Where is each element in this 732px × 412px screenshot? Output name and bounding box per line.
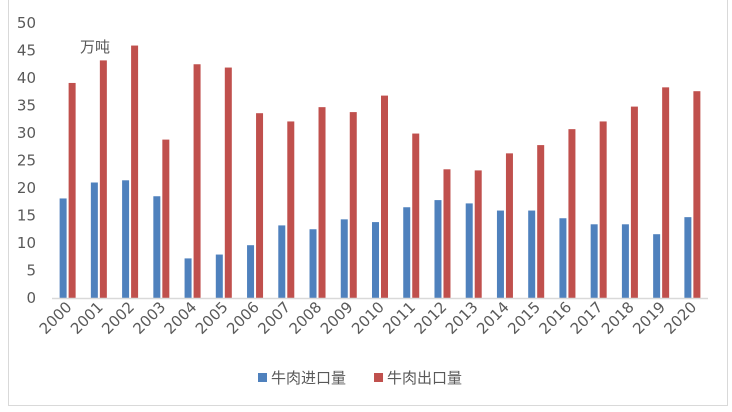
bar-import-2006 — [247, 245, 255, 298]
y-tick-label: 5 — [26, 262, 36, 280]
x-tick-label: 2003 — [129, 298, 169, 338]
x-tick-label: 2019 — [629, 298, 669, 338]
x-tick-label: 2013 — [442, 298, 482, 338]
x-tick-label: 2005 — [192, 298, 232, 338]
bar-import-2013 — [465, 203, 473, 298]
bar-export-2002 — [131, 45, 139, 298]
bar-export-2014 — [505, 153, 513, 298]
y-tick-label: 40 — [17, 69, 36, 87]
bar-export-2019 — [662, 87, 670, 298]
bar-import-2005 — [215, 254, 223, 298]
x-tick-label: 2008 — [286, 298, 326, 338]
y-tick-label: 45 — [17, 42, 36, 60]
legend-swatch — [258, 373, 267, 382]
y-tick-label: 15 — [17, 207, 36, 225]
bar-export-2015 — [537, 145, 545, 298]
y-tick-label: 30 — [17, 124, 36, 142]
bar-import-2000 — [59, 198, 67, 298]
unit-label: 万吨 — [80, 38, 110, 56]
chart-frame — [8, 0, 728, 406]
x-tick-label: 2012 — [411, 298, 451, 338]
legend-label: 牛肉出口量 — [387, 369, 462, 387]
bar-export-2005 — [224, 67, 232, 298]
y-tick-label: 20 — [17, 179, 36, 197]
x-tick-label: 2017 — [567, 298, 607, 338]
x-tick-label: 2011 — [379, 298, 419, 338]
y-tick-label: 35 — [17, 97, 36, 115]
bar-import-2015 — [528, 210, 536, 298]
bar-import-2008 — [309, 229, 317, 298]
bar-export-2010 — [381, 95, 388, 298]
x-tick-label: 2004 — [161, 298, 201, 338]
legend-label: 牛肉进口量 — [271, 369, 346, 387]
bar-import-2014 — [496, 210, 504, 298]
bar-export-2007 — [287, 121, 295, 298]
bar-export-2004 — [193, 64, 201, 298]
bar-import-2011 — [403, 207, 411, 298]
x-tick-label: 2018 — [598, 298, 638, 338]
bar-export-2011 — [412, 133, 420, 298]
bar-export-2008 — [318, 107, 326, 299]
bar-import-2002 — [122, 180, 130, 298]
x-tick-label: 2020 — [660, 298, 700, 338]
y-tick-label: 10 — [17, 234, 36, 252]
bar-export-2006 — [256, 113, 264, 298]
x-tick-label: 2007 — [254, 298, 294, 338]
bar-import-2009 — [340, 219, 348, 298]
bar-import-2010 — [372, 222, 379, 298]
bar-import-2001 — [90, 182, 98, 298]
y-tick-label: 50 — [17, 14, 36, 32]
bar-export-2012 — [443, 169, 451, 298]
bar-export-2016 — [568, 129, 576, 298]
bar-export-2009 — [349, 112, 357, 298]
bar-export-2013 — [474, 170, 482, 298]
bar-import-2018 — [621, 224, 629, 298]
bar-export-2017 — [599, 121, 607, 298]
x-tick-label: 2009 — [317, 298, 357, 338]
x-tick-label: 2006 — [223, 298, 263, 338]
x-tick-label: 2000 — [36, 298, 76, 338]
bar-import-2017 — [590, 224, 598, 298]
bar-import-2004 — [184, 258, 192, 298]
x-tick-label: 2016 — [536, 298, 576, 338]
x-tick-label: 2014 — [473, 298, 513, 338]
bar-import-2016 — [559, 218, 567, 298]
x-tick-label: 2010 — [348, 298, 388, 338]
bar-export-2000 — [68, 82, 76, 298]
bar-export-2020 — [693, 91, 701, 298]
x-tick-label: 2015 — [504, 298, 544, 338]
y-tick-label: 25 — [17, 152, 36, 170]
bar-export-2001 — [99, 60, 107, 299]
legend-swatch — [374, 373, 384, 382]
bar-export-2003 — [162, 139, 170, 298]
bar-export-2018 — [630, 106, 638, 298]
x-tick-label: 2001 — [67, 298, 107, 338]
bar-import-2007 — [278, 225, 286, 298]
bar-import-2020 — [684, 217, 692, 298]
y-tick-label: 0 — [26, 289, 36, 307]
x-tick-label: 2002 — [98, 298, 138, 338]
bar-import-2003 — [153, 196, 161, 298]
bar-import-2019 — [653, 234, 661, 298]
bar-import-2012 — [434, 200, 442, 298]
